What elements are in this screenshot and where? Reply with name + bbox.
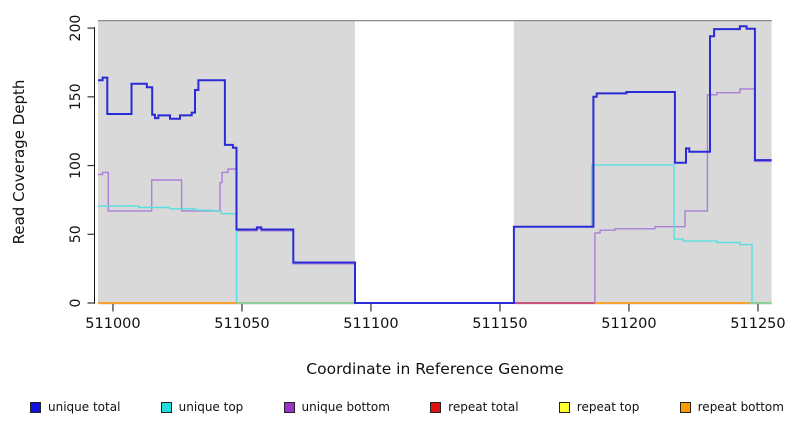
- y-tick-label: 0: [68, 299, 84, 308]
- series-unique-total-line: [98, 25, 772, 304]
- legend-item-unique-top: unique top: [160, 400, 244, 414]
- x-tick-label: 511100: [343, 316, 398, 332]
- x-tick-label: 511050: [214, 316, 269, 332]
- legend-item-repeat-top: repeat top: [558, 400, 640, 414]
- y-tick-label: 50: [68, 225, 84, 243]
- unique-total-swatch-icon: [30, 401, 41, 413]
- legend-item-repeat-total: repeat total: [430, 400, 519, 414]
- legend-item-unique-bottom: unique bottom: [283, 400, 390, 414]
- legend-item-label: unique total: [48, 400, 121, 414]
- x-tick-label: 511000: [85, 316, 140, 332]
- legend-item-label: unique top: [178, 400, 244, 414]
- y-tick-label: 200: [68, 15, 84, 42]
- plot-svg: 0 50 100 150 200 511000 511050 511100 511150 5112…: [68, 15, 786, 332]
- legend-item-label: repeat top: [576, 400, 640, 414]
- unique-bottom-swatch-icon: [283, 401, 295, 413]
- legend-item-repeat-bottom: repeat bottom: [679, 400, 784, 414]
- y-tick-label: 150: [68, 83, 84, 110]
- x-tick-label: 511200: [601, 316, 656, 332]
- masked-gap-region: [354, 21, 514, 305]
- x-tick-label: 511250: [730, 316, 785, 332]
- x-tick-label: 511150: [472, 316, 527, 332]
- y-tick-label: 100: [68, 152, 84, 179]
- legend-item-label: repeat total: [448, 400, 519, 414]
- legend-item-label: repeat bottom: [697, 400, 784, 414]
- unique-top-swatch-icon: [160, 401, 172, 413]
- repeat-bottom-swatch-icon: [679, 401, 691, 413]
- repeat-total-swatch-icon: [430, 401, 442, 413]
- y-axis-title: Read Coverage Depth: [10, 79, 28, 245]
- repeat-top-swatch-icon: [558, 401, 570, 413]
- legend-item-label: unique bottom: [301, 400, 390, 414]
- legend-item-unique-total: unique total: [30, 400, 120, 414]
- x-axis-title: Coordinate in Reference Genome: [306, 360, 564, 378]
- legend: unique total unique top unique bottom repea…: [30, 400, 784, 414]
